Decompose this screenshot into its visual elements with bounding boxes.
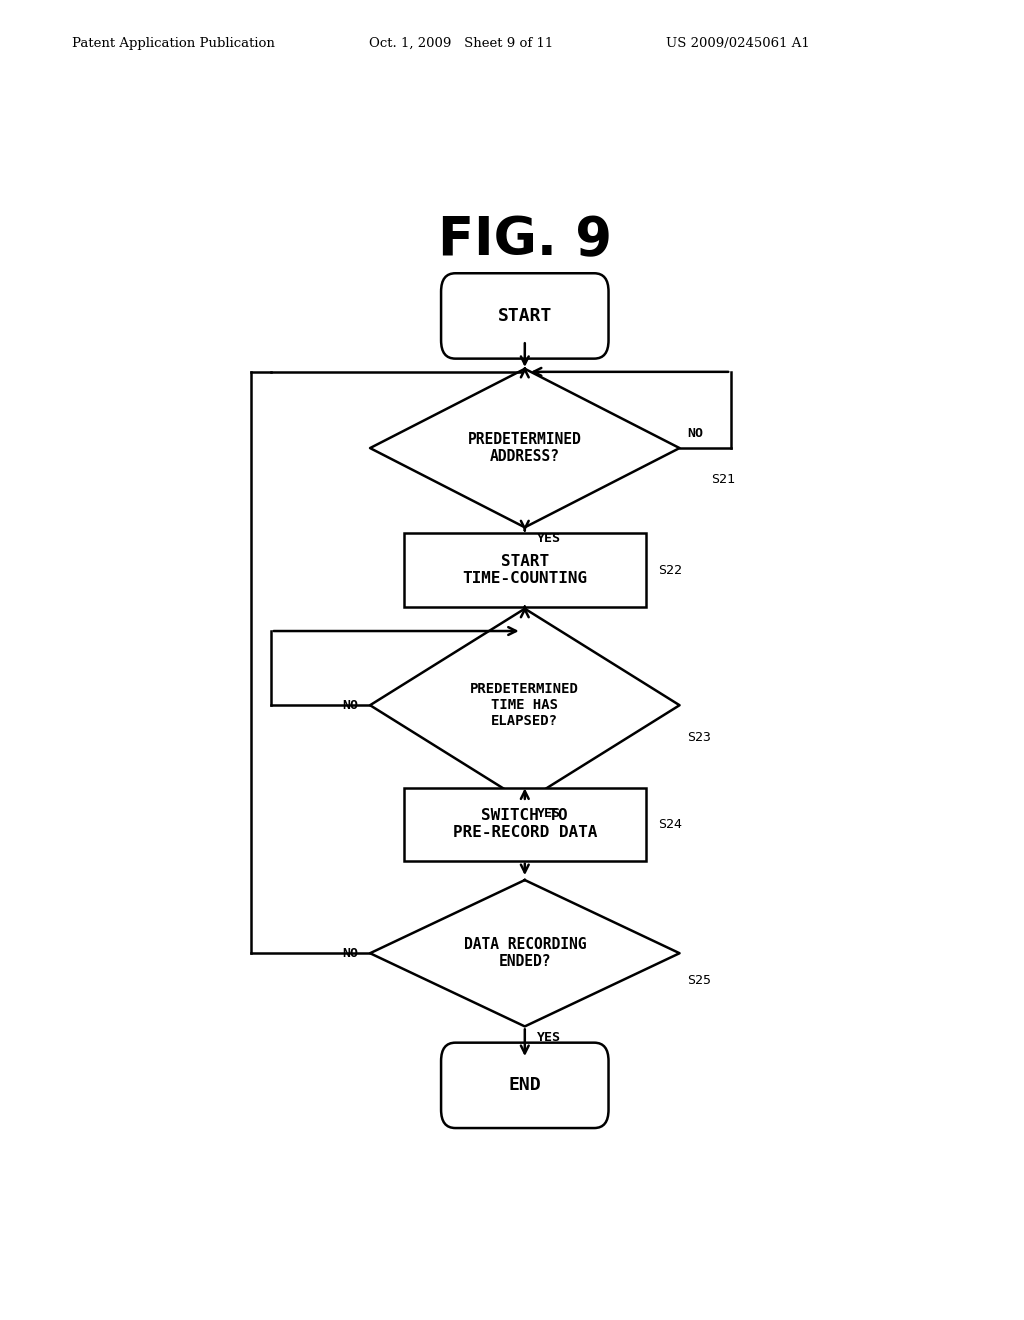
Text: FIG. 9: FIG. 9	[438, 214, 611, 267]
Text: SWITCH TO
PRE-RECORD DATA: SWITCH TO PRE-RECORD DATA	[453, 808, 597, 841]
Text: START
TIME-COUNTING: START TIME-COUNTING	[462, 554, 588, 586]
Bar	[403, 788, 646, 861]
Bar	[403, 533, 646, 607]
Text: S21: S21	[712, 474, 735, 487]
Polygon shape	[370, 368, 680, 528]
Text: PREDETERMINED
ADDRESS?: PREDETERMINED ADDRESS?	[468, 432, 582, 465]
Text: YES: YES	[537, 532, 561, 545]
Text: YES: YES	[537, 807, 561, 820]
Text: PREDETERMINED
TIME HAS
ELAPSED?: PREDETERMINED TIME HAS ELAPSED?	[470, 682, 580, 729]
FancyBboxPatch shape	[441, 1043, 608, 1129]
Text: S25: S25	[687, 974, 712, 986]
Text: NO: NO	[342, 698, 358, 711]
Text: START: START	[498, 308, 552, 325]
Text: S23: S23	[687, 731, 712, 743]
Text: NO: NO	[342, 946, 358, 960]
Polygon shape	[370, 609, 680, 801]
Text: US 2009/0245061 A1: US 2009/0245061 A1	[666, 37, 809, 50]
Polygon shape	[370, 880, 680, 1027]
Text: S24: S24	[657, 817, 682, 830]
Text: DATA RECORDING
ENDED?: DATA RECORDING ENDED?	[464, 937, 586, 969]
Text: Patent Application Publication: Patent Application Publication	[72, 37, 274, 50]
Text: Oct. 1, 2009   Sheet 9 of 11: Oct. 1, 2009 Sheet 9 of 11	[369, 37, 553, 50]
Text: YES: YES	[537, 1031, 561, 1044]
FancyBboxPatch shape	[441, 273, 608, 359]
Text: END: END	[509, 1076, 541, 1094]
Text: NO: NO	[687, 426, 703, 440]
Text: S22: S22	[657, 564, 682, 577]
